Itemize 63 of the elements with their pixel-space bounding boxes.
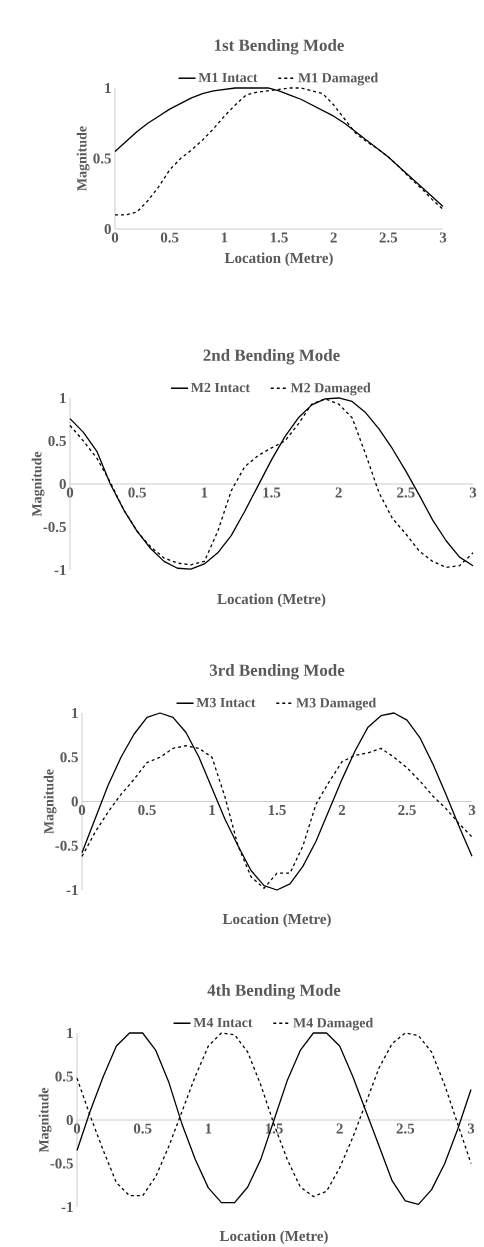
x-tick-label: 2 (335, 487, 342, 498)
y-tick-label: -0.5 (43, 521, 66, 533)
x-tick-label: 0.5 (133, 1123, 152, 1134)
legend-label: M2 Damaged (290, 382, 371, 396)
chart-title: 4th Bending Mode (207, 984, 341, 1000)
y-tick-label: 1 (72, 708, 78, 718)
y-axis-title: Magnitude (31, 451, 45, 517)
x-axis-title: Location (Metre) (222, 913, 331, 928)
y-tick-label: 1 (60, 393, 66, 403)
y-tick-label: -1 (54, 565, 66, 575)
chart-title: 1st Bending Mode (214, 39, 344, 55)
x-tick-label: 1 (205, 1123, 212, 1134)
y-tick-label: 0.5 (48, 435, 66, 447)
y-tick-label: 0 (71, 796, 78, 807)
y-axis-title: Magnitude (76, 126, 90, 191)
x-tick-label: 3 (468, 805, 476, 816)
legend-label: M3 Intact (196, 697, 256, 708)
chart-title: 2nd Bending Mode (203, 349, 340, 365)
y-axis-title: Magnitude (38, 1087, 52, 1153)
y-tick-label: 0 (104, 223, 111, 235)
x-tick-label: 1.5 (268, 805, 286, 816)
x-tick-label: 2.5 (398, 805, 416, 816)
y-tick-label: -1 (61, 1202, 73, 1212)
x-axis-title: Location (Metre) (217, 593, 326, 608)
x-tick-label: 2.5 (379, 232, 398, 243)
x-tick-label: 1.5 (263, 487, 281, 498)
x-tick-label: 0 (111, 232, 119, 243)
legend-label: M3 Damaged (296, 697, 377, 711)
x-tick-label: 1 (209, 805, 215, 815)
x-tick-label: 2.5 (397, 487, 415, 498)
x-tick-label: 1 (221, 232, 228, 243)
y-tick-label: -0.5 (55, 840, 78, 851)
y-tick-label: 1 (67, 1028, 73, 1038)
x-tick-label: 1 (201, 487, 208, 498)
x-tick-label: 0.5 (160, 232, 179, 243)
y-axis-title: Magnitude (43, 769, 57, 834)
legend-label: M4 Intact (193, 1017, 253, 1028)
y-tick-label: 0.5 (93, 153, 111, 164)
y-tick-label: 0.5 (55, 1071, 73, 1082)
x-tick-label: 0.5 (128, 487, 146, 498)
chart-title: 3rd Bending Mode (209, 664, 345, 680)
legend-label: M1 Intact (198, 72, 258, 83)
x-tick-label: 3 (467, 1123, 475, 1134)
y-tick-label: 1 (105, 83, 111, 93)
x-tick-label: 0 (78, 805, 86, 816)
x-tick-label: 3 (439, 232, 447, 243)
x-tick-label: 2 (330, 232, 337, 243)
x-tick-label: 0.5 (138, 805, 156, 816)
x-tick-label: 2.5 (396, 1123, 415, 1134)
y-tick-label: -1 (66, 885, 78, 895)
legend-label: M1 Damaged (298, 72, 379, 86)
y-tick-label: 0 (66, 1114, 73, 1126)
y-tick-label: -0.5 (50, 1158, 73, 1169)
x-tick-label: 1.5 (270, 232, 288, 243)
x-tick-label: 2 (338, 805, 346, 815)
x-axis-title: Location (Metre) (219, 1230, 328, 1245)
x-axis-title: Location (Metre) (224, 252, 333, 267)
x-tick-label: 3 (469, 487, 477, 498)
legend-label: M2 Intact (191, 382, 250, 393)
y-tick-label: 0.5 (60, 752, 78, 763)
legend-label: M4 Damaged (293, 1017, 374, 1031)
y-tick-label: 0 (59, 478, 66, 490)
x-tick-label: 2 (336, 1123, 343, 1134)
